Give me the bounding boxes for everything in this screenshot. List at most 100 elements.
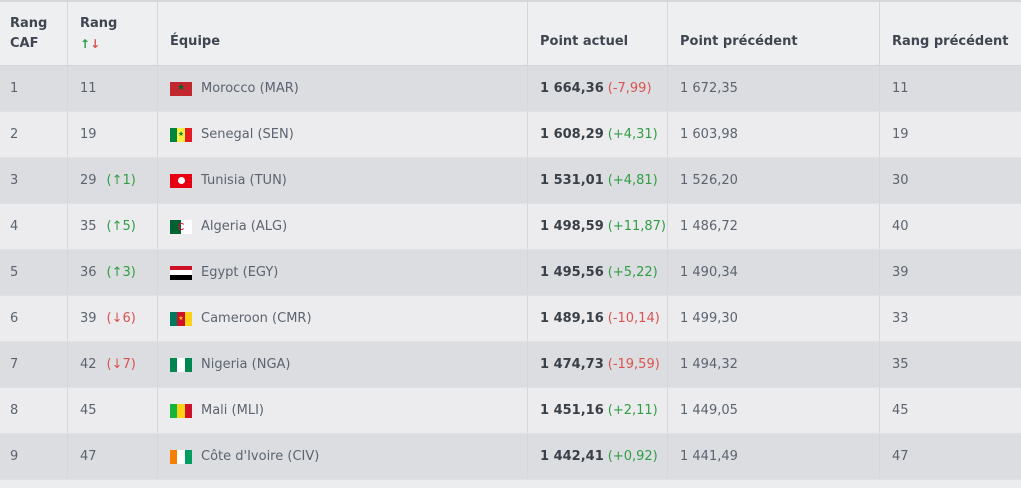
cell-equipe: ★ Senegal (SEN) xyxy=(158,112,528,157)
header-point-precedent-label: Point précédent xyxy=(680,33,798,49)
team-name[interactable]: Nigeria (NGA) xyxy=(201,357,291,372)
rang-value: 45 xyxy=(80,403,97,418)
cell-rang-precedent: 30 xyxy=(880,158,1021,203)
cell-point-precedent: 1 603,98 xyxy=(668,112,880,157)
senegal-flag-icon: ★ xyxy=(170,127,192,142)
team-name[interactable]: Mali (MLI) xyxy=(201,403,264,418)
cell-point-precedent: 1 441,49 xyxy=(668,434,880,479)
points-delta: (-19,59) xyxy=(607,357,660,372)
algeria-flag-icon xyxy=(170,219,192,234)
cell-point-actuel: 1 495,56 (+5,22) xyxy=(528,250,668,295)
header-rang-caf-line1: Rang xyxy=(10,16,48,31)
team-name[interactable]: Côte d'Ivoire (CIV) xyxy=(201,449,320,464)
current-points: 1 442,41 xyxy=(540,449,604,464)
cell-rang-precedent: 11 xyxy=(880,66,1021,111)
cell-rang: 29 (↑1) xyxy=(68,158,158,203)
cell-rang-caf: 1 xyxy=(0,66,68,111)
cell-rang-precedent: 39 xyxy=(880,250,1021,295)
team-name[interactable]: Cameroon (CMR) xyxy=(201,311,312,326)
header-rang-caf[interactable]: Rang CAF xyxy=(0,2,68,65)
cell-rang-precedent: 33 xyxy=(880,296,1021,341)
table-row[interactable]: 2 19 ★ Senegal (SEN) 1 608,29 (+4,31) 1 603,98… xyxy=(0,112,1021,158)
cell-equipe: Nigeria (NGA) xyxy=(158,342,528,387)
previous-rank: 30 xyxy=(892,173,909,188)
sort-arrows-icon[interactable]: ↑↓ xyxy=(80,34,100,54)
table-row[interactable]: 9 47 Côte d'Ivoire (CIV) 1 442,41 (+0,92) 1 4… xyxy=(0,434,1021,480)
table-row[interactable]: 6 39 (↓6) ★ Cameroon (CMR) 1 489,16 (-10,14) 1 … xyxy=(0,296,1021,342)
previous-points: 1 499,30 xyxy=(680,311,738,326)
nigeria-flag-icon xyxy=(170,357,192,372)
cell-rang: 45 xyxy=(68,388,158,433)
previous-rank: 35 xyxy=(892,357,909,372)
previous-points: 1 490,34 xyxy=(680,265,738,280)
rank-change-indicator: (↑3) xyxy=(106,265,136,280)
rang-value: 29 xyxy=(80,173,97,188)
previous-points: 1 441,49 xyxy=(680,449,738,464)
rang-caf-value: 5 xyxy=(10,265,19,280)
cell-rang: 42 (↓7) xyxy=(68,342,158,387)
cell-point-actuel: 1 664,36 (-7,99) xyxy=(528,66,668,111)
header-rang-label: Rang xyxy=(80,16,118,31)
rang-value: 42 xyxy=(80,357,97,372)
points-delta: (+4,31) xyxy=(607,127,658,142)
current-points: 1 531,01 xyxy=(540,173,604,188)
cell-rang-caf: 2 xyxy=(0,112,68,157)
team-name[interactable]: Tunisia (TUN) xyxy=(201,173,287,188)
cell-point-actuel: 1 498,59 (+11,87) xyxy=(528,204,668,249)
rang-value: 36 xyxy=(80,265,97,280)
header-point-precedent[interactable]: Point précédent xyxy=(668,2,880,65)
cell-rang-caf: 5 xyxy=(0,250,68,295)
header-rang-precedent[interactable]: Rang précédent xyxy=(880,2,1021,65)
header-rang-precedent-label: Rang précédent xyxy=(892,33,1009,49)
table-row[interactable]: 1 11 ★ Morocco (MAR) 1 664,36 (-7,99) 1 672,35… xyxy=(0,66,1021,112)
cell-equipe: Mali (MLI) xyxy=(158,388,528,433)
team-name[interactable]: Egypt (EGY) xyxy=(201,265,279,280)
cell-rang: 47 xyxy=(68,434,158,479)
cell-rang-precedent: 45 xyxy=(880,388,1021,433)
current-points: 1 474,73 xyxy=(540,357,604,372)
table-row[interactable]: 8 45 Mali (MLI) 1 451,16 (+2,11) 1 449,05 45 xyxy=(0,388,1021,434)
points-delta: (-7,99) xyxy=(607,81,652,96)
cell-equipe: Egypt (EGY) xyxy=(158,250,528,295)
cell-rang-caf: 9 xyxy=(0,434,68,479)
points-delta: (+5,22) xyxy=(607,265,658,280)
team-name[interactable]: Senegal (SEN) xyxy=(201,127,294,142)
header-rang[interactable]: Rang ↑↓ xyxy=(68,2,158,65)
rank-change-indicator: (↑1) xyxy=(106,173,136,188)
previous-points: 1 486,72 xyxy=(680,219,738,234)
mali-flag-icon xyxy=(170,403,192,418)
cell-rang: 35 (↑5) xyxy=(68,204,158,249)
previous-rank: 45 xyxy=(892,403,909,418)
rang-caf-value: 7 xyxy=(10,357,19,372)
previous-rank: 39 xyxy=(892,265,909,280)
table-row[interactable]: 5 36 (↑3) Egypt (EGY) 1 495,56 (+5,22) 1 490,3… xyxy=(0,250,1021,296)
points-delta: (+2,11) xyxy=(607,403,658,418)
previous-rank: 11 xyxy=(892,81,909,96)
team-name[interactable]: Algeria (ALG) xyxy=(201,219,288,234)
points-delta: (-10,14) xyxy=(607,311,660,326)
rang-value: 19 xyxy=(80,127,97,142)
table-row[interactable]: 3 29 (↑1) Tunisia (TUN) 1 531,01 (+4,81) 1 526… xyxy=(0,158,1021,204)
table-row[interactable]: 7 42 (↓7) Nigeria (NGA) 1 474,73 (-19,59) 1 49… xyxy=(0,342,1021,388)
team-name[interactable]: Morocco (MAR) xyxy=(201,81,299,96)
points-delta: (+11,87) xyxy=(607,219,667,234)
header-rang-caf-line2: CAF xyxy=(10,36,39,51)
rank-change-indicator: (↓6) xyxy=(106,311,136,326)
cell-equipe: Tunisia (TUN) xyxy=(158,158,528,203)
current-points: 1 495,56 xyxy=(540,265,604,280)
previous-rank: 47 xyxy=(892,449,909,464)
morocco-flag-icon: ★ xyxy=(170,81,192,96)
sort-down-arrow-icon: ↓ xyxy=(90,37,101,51)
current-points: 1 664,36 xyxy=(540,81,604,96)
cell-rang-precedent: 40 xyxy=(880,204,1021,249)
table-row[interactable]: 4 35 (↑5) Algeria (ALG) 1 498,59 (+11,87) 1 48… xyxy=(0,204,1021,250)
cell-point-precedent: 1 490,34 xyxy=(668,250,880,295)
header-equipe[interactable]: Équipe xyxy=(158,2,528,65)
cell-equipe: ★ Morocco (MAR) xyxy=(158,66,528,111)
header-point-actuel[interactable]: Point actuel xyxy=(528,2,668,65)
rank-change-indicator: (↓7) xyxy=(106,357,136,372)
cell-rang: 39 (↓6) xyxy=(68,296,158,341)
current-points: 1 608,29 xyxy=(540,127,604,142)
header-equipe-label: Équipe xyxy=(170,33,221,49)
points-delta: (+4,81) xyxy=(607,173,658,188)
